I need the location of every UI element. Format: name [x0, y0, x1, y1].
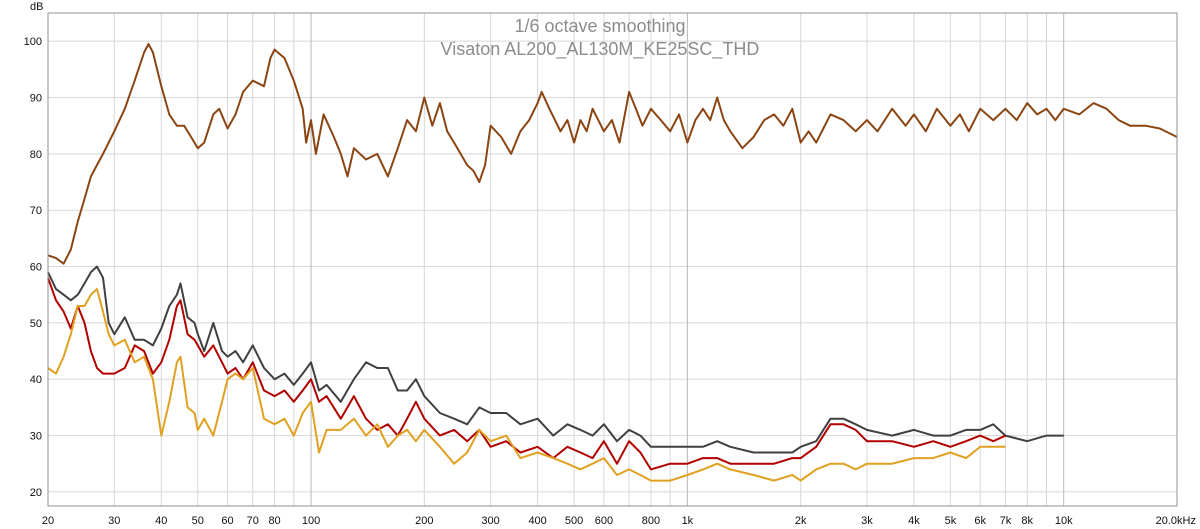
- y-axis-unit-label: dB: [30, 1, 43, 13]
- x-tick-label: 400: [528, 515, 546, 527]
- y-tick-label: 40: [30, 374, 42, 386]
- series-line-0: [47, 43, 1178, 265]
- y-tick-label: 90: [30, 93, 42, 105]
- x-tick-label: 300: [481, 515, 499, 527]
- y-axis-tick-labels: 20 30 40 50 60 70 80 90 100: [24, 36, 42, 499]
- y-tick-label: 30: [30, 431, 42, 443]
- x-axis-tick-labels: 20 30 40 50 60 70 80 100 200 300 400 500 600 800 1k 2k 3…: [42, 515, 1196, 527]
- series-line-3: [47, 288, 1006, 482]
- x-tick-label: 3k: [861, 515, 873, 527]
- x-tick-label: 80: [268, 515, 280, 527]
- x-tick-label: 20: [42, 515, 54, 527]
- x-tick-label: 100: [302, 515, 320, 527]
- x-tick-label: 20.0kHz: [1156, 515, 1196, 527]
- x-tick-label: 30: [108, 515, 120, 527]
- y-tick-label: 20: [30, 487, 42, 499]
- x-tick-label: 800: [642, 515, 660, 527]
- x-tick-label: 40: [155, 515, 167, 527]
- x-tick-label: 8k: [1021, 515, 1033, 527]
- x-tick-label: 7k: [1000, 515, 1012, 527]
- series-lines: [47, 43, 1178, 482]
- series-line-2: [47, 277, 1006, 471]
- x-tick-label: 50: [192, 515, 204, 527]
- x-tick-label: 6k: [974, 515, 986, 527]
- x-tick-label: 200: [415, 515, 433, 527]
- plot-frame: [47, 12, 1178, 507]
- x-tick-label: 600: [595, 515, 613, 527]
- y-tick-label: 100: [24, 36, 42, 48]
- chart-title: 1/6 octave smoothing: [514, 16, 685, 36]
- x-tick-label: 1k: [682, 515, 694, 527]
- y-tick-label: 60: [30, 262, 42, 274]
- x-tick-label: 4k: [908, 515, 920, 527]
- x-tick-label: 500: [565, 515, 583, 527]
- series-line-1: [47, 265, 1064, 454]
- chart-subtitle: Visaton AL200_AL130M_KE25SC_THD: [441, 39, 760, 60]
- x-tick-label: 10k: [1055, 515, 1073, 527]
- x-tick-label: 70: [247, 515, 259, 527]
- y-tick-label: 50: [30, 318, 42, 330]
- y-tick-label: 70: [30, 205, 42, 217]
- x-tick-label: 2k: [795, 515, 807, 527]
- x-tick-label: 60: [221, 515, 233, 527]
- x-tick-label: 5k: [945, 515, 957, 527]
- y-tick-label: 80: [30, 149, 42, 161]
